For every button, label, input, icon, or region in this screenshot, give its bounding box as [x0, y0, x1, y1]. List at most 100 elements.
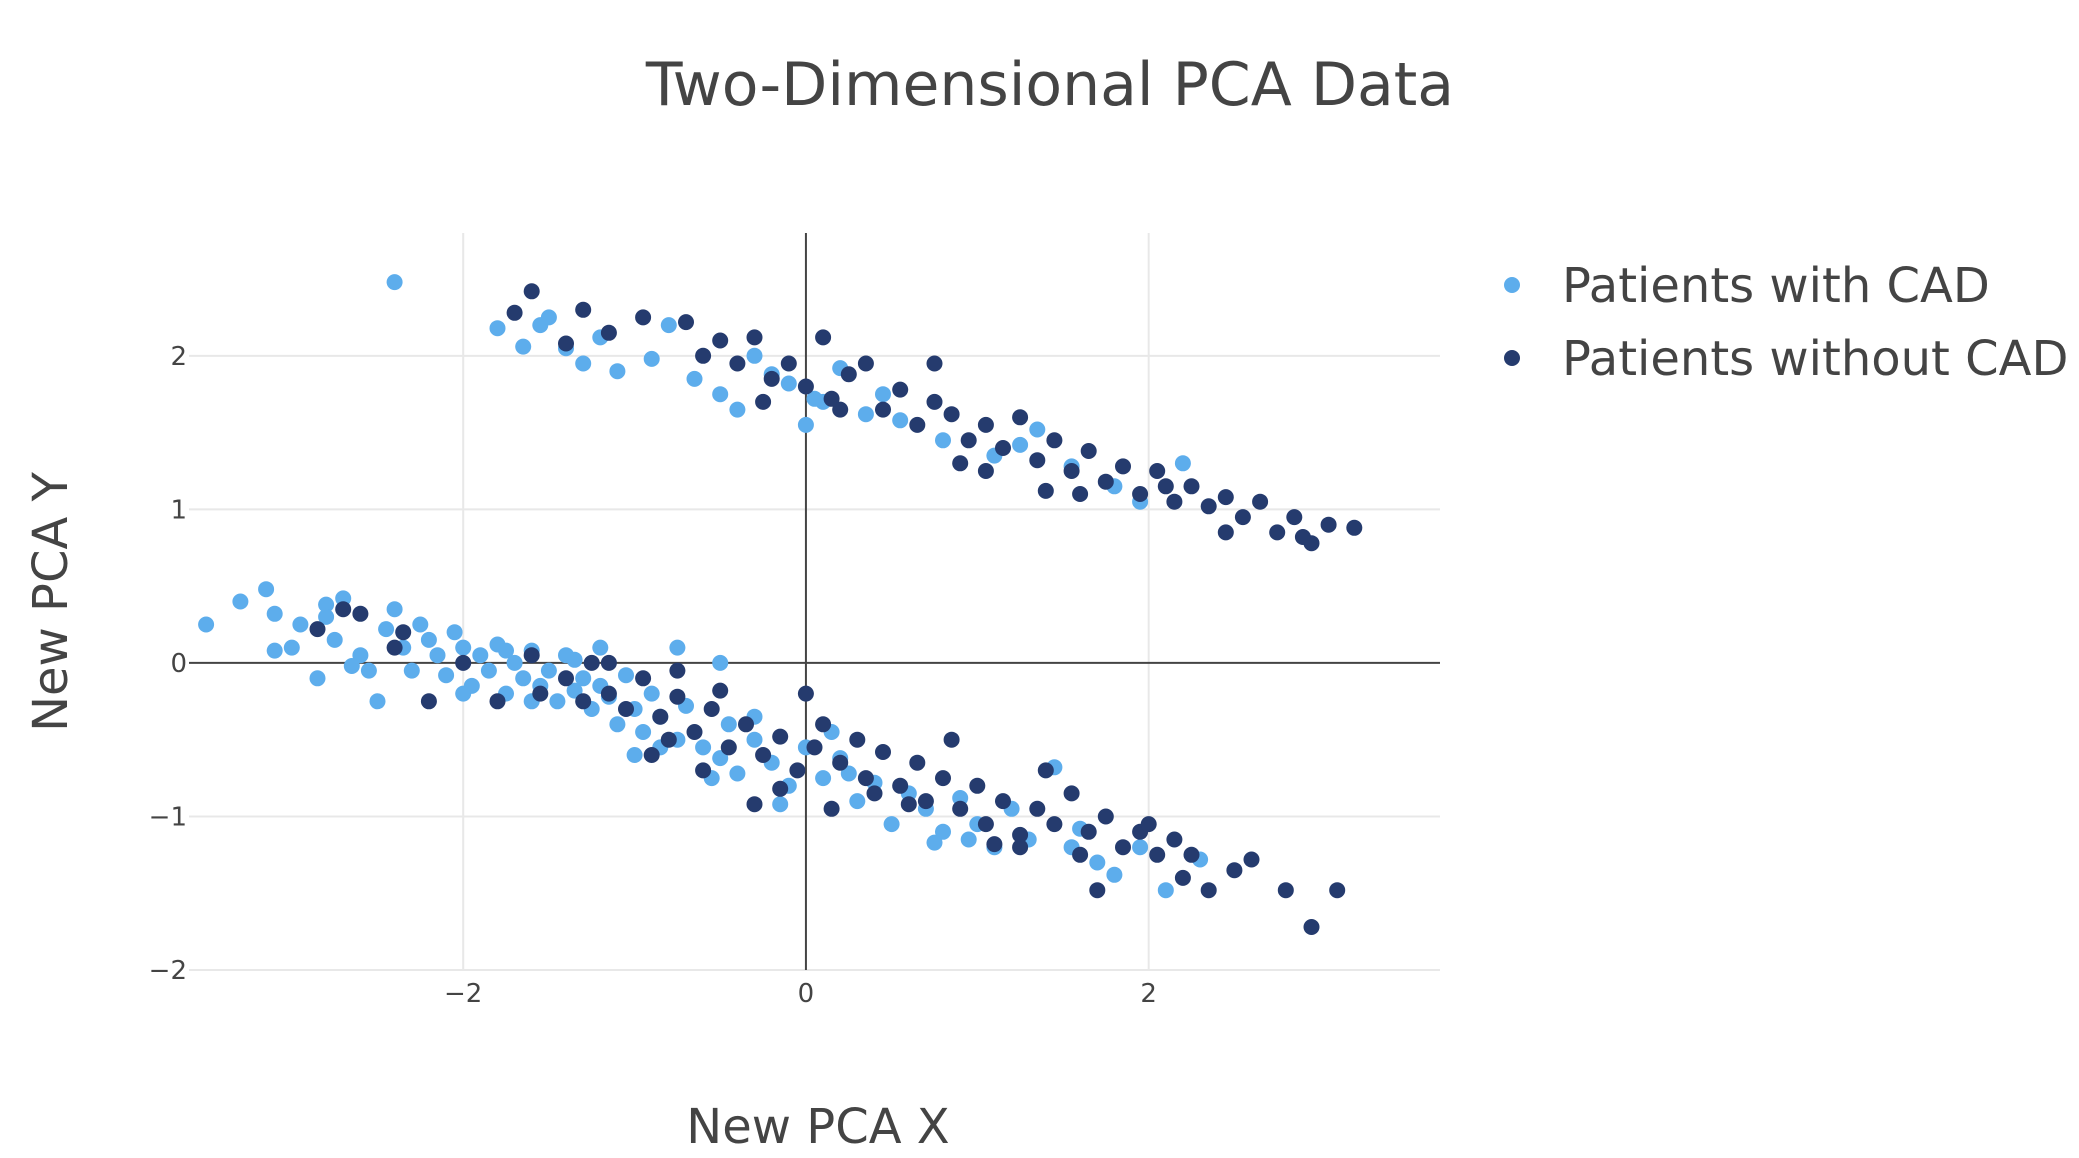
data-point [326, 631, 343, 648]
data-point [283, 639, 300, 656]
data-point [515, 670, 532, 687]
data-point [669, 688, 686, 705]
data-point [266, 642, 283, 659]
legend-item[interactable]: Patients without CAD [1504, 331, 2068, 387]
data-point [1097, 808, 1114, 825]
series-with-cad [198, 274, 1209, 899]
data-point [1217, 489, 1234, 506]
y-tick-label: 1 [170, 495, 187, 525]
data-point [1132, 486, 1149, 502]
data-point [1269, 524, 1286, 541]
data-point [1029, 421, 1046, 438]
data-point [815, 770, 832, 787]
data-point [403, 662, 420, 679]
data-point [455, 685, 472, 702]
data-point [472, 647, 489, 664]
data-point [815, 716, 832, 733]
data-point [823, 800, 840, 817]
data-point [1106, 866, 1123, 883]
data-point [720, 716, 737, 733]
data-point [1072, 486, 1089, 502]
data-point [755, 747, 772, 763]
legend-label: Patients without CAD [1562, 331, 2068, 387]
y-axis-title: New PCA Y [23, 471, 79, 732]
data-point [558, 670, 574, 687]
y-tick-label: −2 [149, 956, 187, 986]
data-point [729, 355, 746, 372]
data-point [1320, 516, 1337, 533]
data-point [1149, 846, 1166, 863]
data-point [738, 716, 754, 733]
data-point [780, 375, 797, 392]
data-point [489, 320, 506, 337]
data-point [378, 621, 395, 638]
data-point [832, 401, 849, 418]
chart-title: Two-Dimensional PCA Data [645, 50, 1454, 120]
data-point [806, 739, 823, 756]
data-point [926, 393, 943, 410]
data-point [926, 355, 943, 372]
data-point [977, 463, 994, 479]
legend-marker [1504, 350, 1520, 366]
data-point [1132, 839, 1149, 856]
legend[interactable]: Patients with CAD Patients without CAD [1504, 258, 2068, 387]
data-point [1200, 882, 1217, 899]
data-point [995, 793, 1011, 810]
data-point [369, 693, 386, 710]
zero-lines [189, 233, 1440, 970]
data-point [943, 731, 960, 748]
data-point [712, 654, 729, 671]
data-point [669, 662, 686, 679]
data-point [480, 662, 497, 679]
data-point [266, 605, 283, 622]
data-point [1346, 519, 1363, 536]
data-point [1217, 524, 1234, 541]
data-point [1115, 839, 1131, 856]
data-point [712, 750, 729, 767]
data-point [583, 654, 600, 671]
data-point [729, 765, 746, 782]
data-point [652, 708, 669, 725]
data-point [566, 651, 583, 668]
data-point [309, 621, 326, 638]
data-point [258, 581, 275, 598]
data-point [712, 332, 729, 349]
data-point [232, 593, 249, 610]
data-point [600, 324, 617, 341]
data-point [866, 785, 883, 802]
data-point [823, 390, 840, 407]
data-point [883, 816, 900, 833]
data-point [1183, 478, 1200, 495]
data-points [198, 274, 1363, 935]
data-point [1252, 493, 1269, 510]
data-point [626, 747, 643, 763]
data-point [1166, 831, 1183, 848]
data-point [849, 731, 866, 748]
data-point [1277, 882, 1294, 899]
data-point [1174, 869, 1191, 886]
data-point [618, 667, 634, 684]
data-point [960, 831, 977, 848]
data-point [352, 605, 369, 622]
legend-item[interactable]: Patients with CAD [1504, 258, 1990, 314]
data-point [712, 386, 729, 403]
legend-marker [1504, 277, 1520, 293]
data-point [1183, 846, 1200, 863]
data-point [815, 329, 832, 346]
data-point [1080, 823, 1097, 840]
data-point [1234, 509, 1251, 526]
data-point [960, 432, 977, 449]
data-point [1140, 816, 1157, 833]
data-point [1157, 478, 1174, 495]
data-point [506, 304, 523, 321]
data-point [857, 406, 874, 423]
data-point [343, 658, 360, 674]
data-point [772, 796, 789, 813]
data-point [575, 693, 592, 710]
data-point [909, 754, 926, 771]
data-point [660, 317, 677, 334]
legend-label: Patients with CAD [1562, 258, 1990, 314]
data-point [318, 608, 335, 625]
